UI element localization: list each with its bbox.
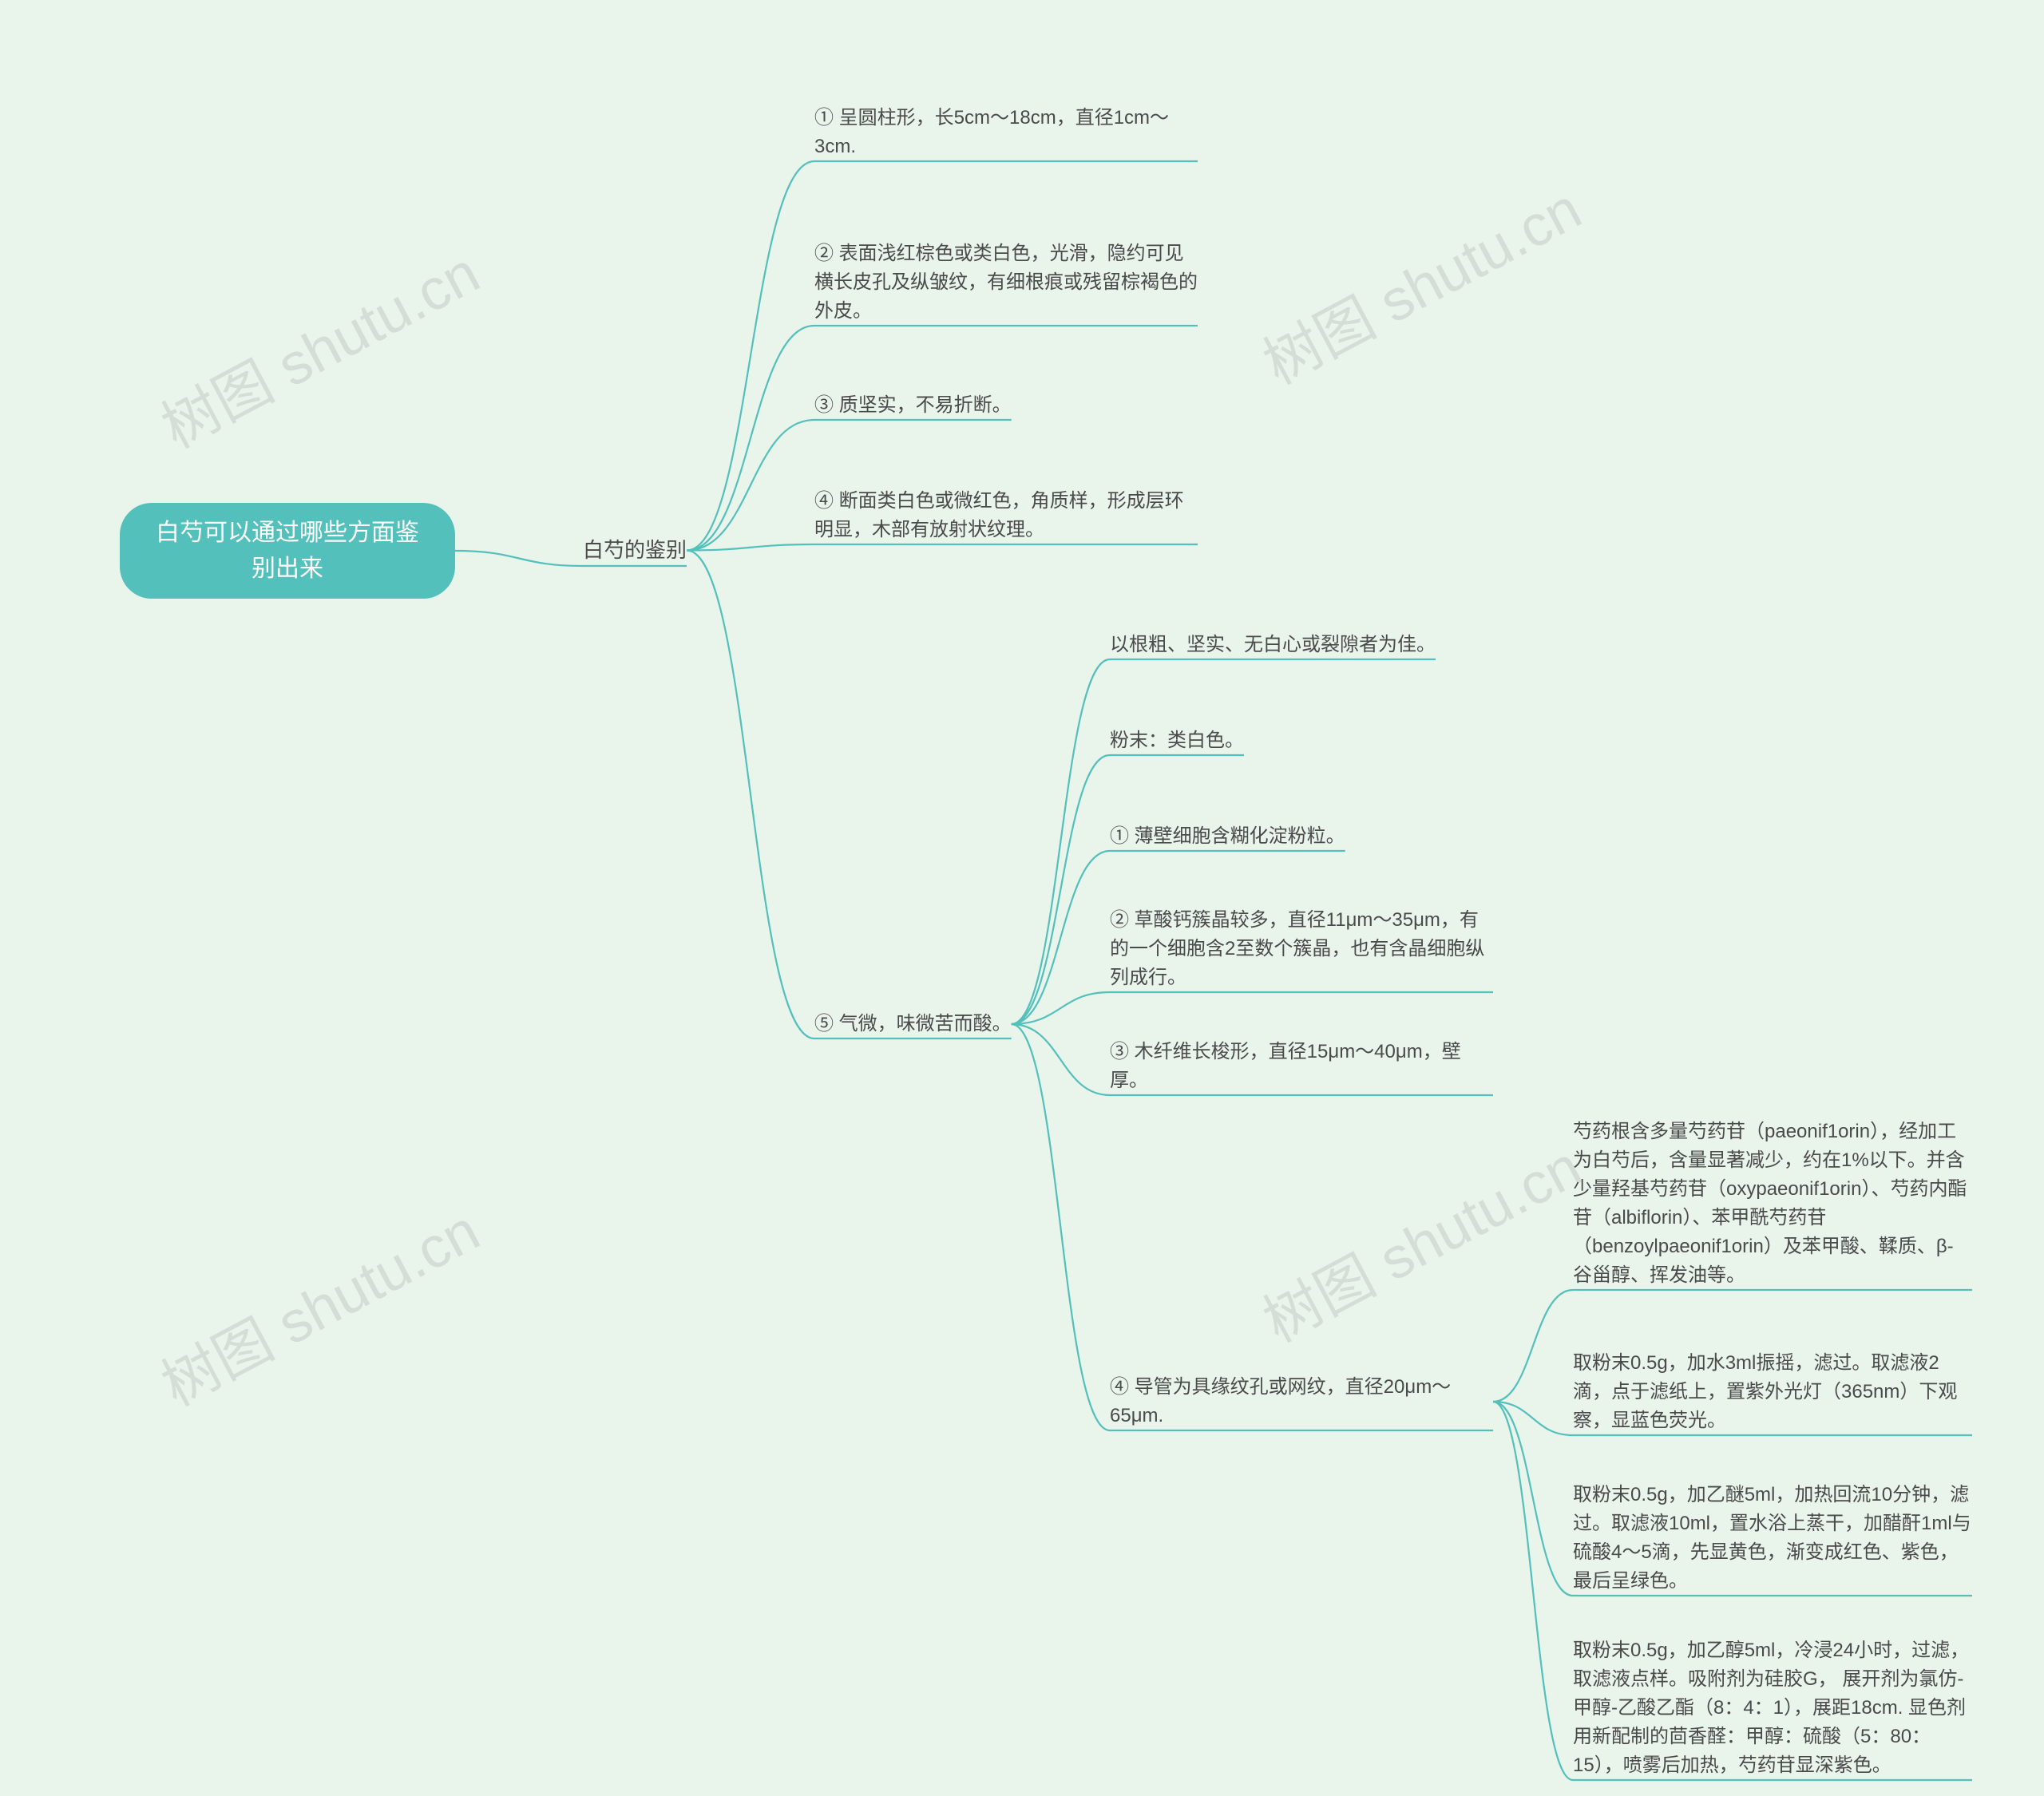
edge-n1-a4 bbox=[687, 544, 1198, 551]
node-a3: ③ 质坚实，不易折断。 bbox=[814, 391, 1012, 420]
node-b3: ① 薄壁细胞含糊化淀粉粒。 bbox=[1110, 822, 1345, 851]
node-b5: ③ 木纤维长梭形，直径15μm～40μm，壁厚。 bbox=[1110, 1038, 1493, 1095]
node-a1: ① 呈圆柱形，长5cm～18cm，直径1cm～3cm. bbox=[814, 104, 1198, 161]
node-c2: 取粉末0.5g，加水3ml振摇，滤过。取滤液2滴，点于滤纸上，置紫外光灯（365… bbox=[1573, 1349, 1972, 1435]
node-c1: 芍药根含多量芍药苷（paeonif1orin），经加工为白芍后，含量显著减少，约… bbox=[1573, 1118, 1972, 1290]
node-b6: ④ 导管为具缘纹孔或网纹，直径20μm～65μm. bbox=[1110, 1373, 1493, 1430]
node-c4: 取粉末0.5g，加乙醇5ml，冷浸24小时，过滤，取滤液点样。吸附剂为硅胶G， … bbox=[1573, 1636, 1972, 1780]
node-b1: 以根粗、坚实、无白心或裂隙者为佳。 bbox=[1110, 631, 1436, 659]
node-n1: 白芍的鉴别 bbox=[583, 535, 687, 566]
node-b2: 粉末：类白色。 bbox=[1110, 726, 1244, 755]
edge-n1-a5 bbox=[687, 551, 1012, 1039]
node-a5: ⑤ 气微，味微苦而酸。 bbox=[814, 1010, 1012, 1038]
watermark: 树图 shutu.cn bbox=[145, 1185, 491, 1422]
watermark: 树图 shutu.cn bbox=[1246, 163, 1593, 400]
node-c3: 取粉末0.5g，加乙醚5ml，加热回流10分钟，滤过。取滤液10ml，置水浴上蒸… bbox=[1573, 1481, 1972, 1596]
edge-a5-b4 bbox=[1012, 992, 1493, 1024]
watermark: 树图 shutu.cn bbox=[1246, 1121, 1593, 1358]
node-root: 白芍可以通过哪些方面鉴别出来 bbox=[120, 503, 455, 599]
node-a4: ④ 断面类白色或微红色，角质样，形成层环明显，木部有放射状纹理。 bbox=[814, 487, 1198, 544]
node-a2: ② 表面浅红棕色或类白色，光滑，隐约可见横长皮孔及纵皱纹，有细根痕或残留棕褐色的… bbox=[814, 239, 1198, 326]
watermark: 树图 shutu.cn bbox=[145, 227, 491, 464]
node-b4: ② 草酸钙簇晶较多，直径11μm～35μm，有的一个细胞含2至数个簇晶，也有含晶… bbox=[1110, 906, 1493, 992]
mindmap-canvas: 树图 shutu.cn 树图 shutu.cn 树图 shutu.cn 树图 shut… bbox=[0, 0, 2044, 1796]
